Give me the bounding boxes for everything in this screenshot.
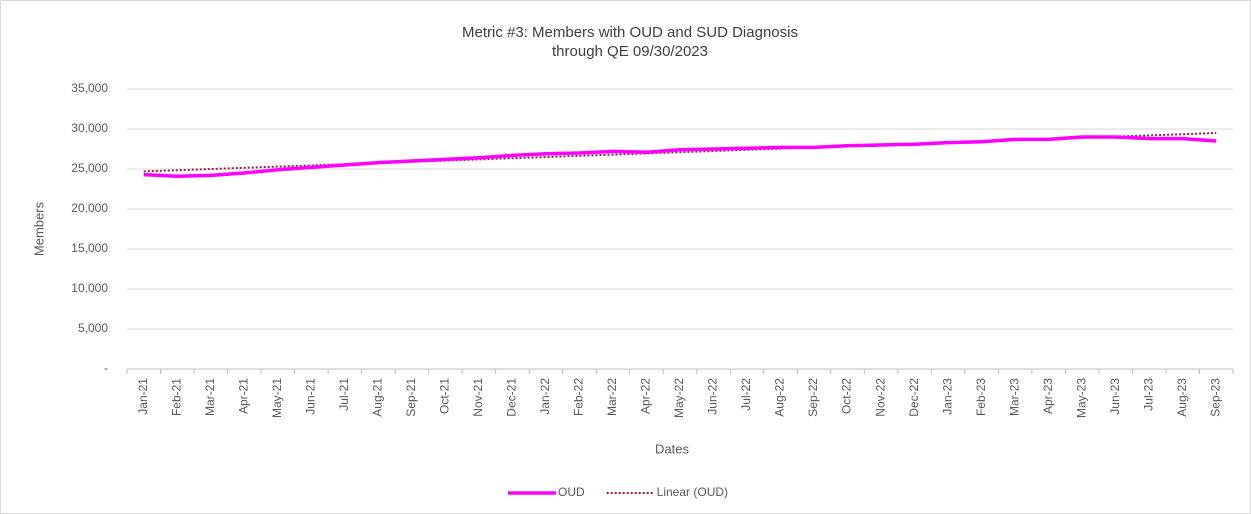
x-tick-label: Aug-23 bbox=[1175, 378, 1189, 417]
y-tick-label: 20,000 bbox=[71, 201, 108, 215]
x-tick-label: Jan-21 bbox=[136, 378, 150, 415]
x-tick-label: Apr-22 bbox=[639, 378, 653, 414]
x-tick-label: Sep-23 bbox=[1208, 378, 1222, 417]
x-tick-label: Jun-21 bbox=[304, 378, 318, 415]
x-tick-label: Dec-21 bbox=[505, 378, 519, 417]
x-axis-label: Dates bbox=[655, 441, 689, 456]
x-tick-label: Apr-21 bbox=[236, 378, 250, 414]
legend-label: OUD bbox=[558, 485, 585, 499]
x-tick-label: Feb-23 bbox=[974, 378, 988, 416]
y-tick-label: - bbox=[104, 361, 108, 375]
series-line bbox=[143, 132, 1217, 173]
y-tick-label: 10,000 bbox=[71, 281, 108, 295]
x-tick-label: Feb-21 bbox=[169, 378, 183, 416]
series-line bbox=[143, 135, 1217, 178]
x-tick-label: Nov-21 bbox=[471, 378, 485, 417]
x-tick-label: Jun-23 bbox=[1108, 378, 1122, 415]
x-tick-label: Apr-23 bbox=[1041, 378, 1055, 414]
x-tick-label: Oct-21 bbox=[438, 378, 452, 414]
y-tick-label: 30,000 bbox=[71, 121, 108, 135]
x-tick-label: Feb-22 bbox=[572, 378, 586, 416]
chart-title: Metric #3: Members with OUD and SUD Diag… bbox=[462, 24, 798, 41]
x-tick-label: Mar-23 bbox=[1007, 378, 1021, 416]
y-tick-label: 25,000 bbox=[71, 161, 108, 175]
x-tick-label: Jan-22 bbox=[538, 378, 552, 415]
x-tick-label: Sep-21 bbox=[404, 378, 418, 417]
x-tick-label: Jul-23 bbox=[1141, 378, 1155, 411]
x-tick-label: Jul-21 bbox=[337, 378, 351, 411]
x-tick-label: Nov-22 bbox=[873, 378, 887, 417]
y-tick-label: 35,000 bbox=[71, 81, 108, 95]
x-tick-label: May-23 bbox=[1074, 378, 1088, 418]
x-tick-label: Jul-22 bbox=[739, 378, 753, 411]
legend-label: Linear (OUD) bbox=[657, 485, 728, 499]
x-tick-label: May-22 bbox=[672, 378, 686, 418]
chart-subtitle: through QE 09/30/2023 bbox=[552, 43, 708, 60]
x-tick-label: Sep-22 bbox=[806, 378, 820, 417]
y-tick-label: 15,000 bbox=[71, 241, 108, 255]
y-axis-label: Members bbox=[31, 201, 46, 256]
x-tick-label: Aug-21 bbox=[371, 378, 385, 417]
x-tick-label: Mar-22 bbox=[605, 378, 619, 416]
x-tick-label: Dec-22 bbox=[907, 378, 921, 417]
x-tick-label: Jan-23 bbox=[940, 378, 954, 415]
x-tick-label: Aug-22 bbox=[773, 378, 787, 417]
x-tick-label: Mar-21 bbox=[203, 378, 217, 416]
x-tick-label: May-21 bbox=[270, 378, 284, 418]
x-tick-label: Jun-22 bbox=[706, 378, 720, 415]
y-tick-label: 5,000 bbox=[78, 321, 108, 335]
x-tick-label: Oct-22 bbox=[840, 378, 854, 414]
